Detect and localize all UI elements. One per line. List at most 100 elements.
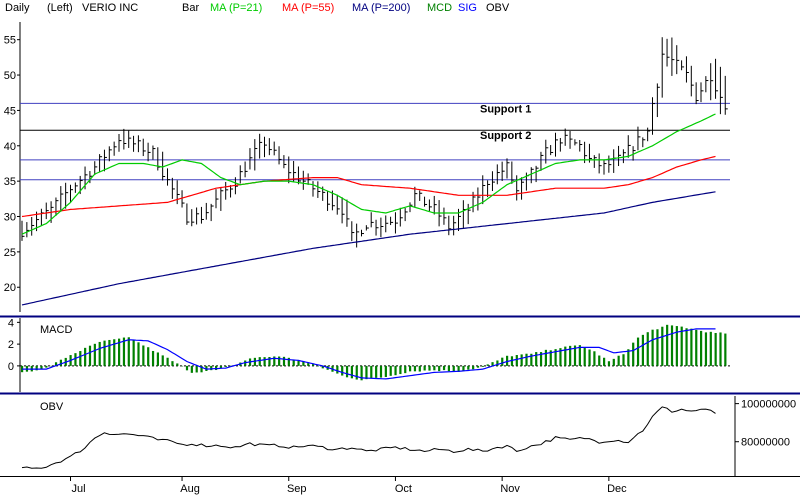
- macd-histogram-bar: [224, 365, 227, 367]
- price-y-tick-label: 20: [4, 282, 16, 294]
- macd-histogram-bar: [622, 354, 625, 366]
- macd-histogram-bar: [258, 357, 261, 366]
- macd-title: MACD: [40, 324, 72, 336]
- macd-histogram-bar: [423, 365, 426, 371]
- macd-histogram-bar: [457, 365, 460, 372]
- macd-histogram-bar: [428, 365, 431, 371]
- macd-histogram-bar: [603, 357, 606, 366]
- macd-histogram-bar: [700, 330, 703, 366]
- macd-histogram-bar: [360, 365, 363, 381]
- macd-histogram-bar: [578, 345, 581, 366]
- obv-line: [21, 406, 716, 469]
- macd-histogram-bar: [476, 365, 480, 368]
- macd-histogram-bar: [404, 365, 407, 374]
- macd-histogram-bar: [93, 343, 96, 366]
- macd-histogram-bar: [632, 342, 635, 366]
- macd-y-tick-label: 0: [8, 361, 14, 373]
- symbol-label: VERIO INC: [82, 2, 138, 14]
- macd-histogram-bar: [88, 345, 92, 366]
- macd-histogram-bar: [384, 365, 387, 378]
- support-label: Support 2: [480, 130, 531, 142]
- legend-item-ma-p-21: MA (P=21): [210, 2, 262, 14]
- legend-item-ma-p-55: MA (P=55): [282, 2, 334, 14]
- macd-histogram-bar: [229, 365, 232, 367]
- macd-histogram-bar: [607, 361, 611, 366]
- obv-y-tick-label: 100000000: [741, 399, 796, 411]
- macd-histogram-bar: [365, 365, 368, 380]
- macd-histogram-bar: [583, 347, 586, 366]
- macd-histogram-bar: [544, 349, 547, 366]
- macd-histogram-bar: [166, 357, 169, 366]
- macd-histogram-bar: [496, 360, 499, 366]
- macd-histogram-bar: [215, 365, 218, 371]
- macd-histogram-bar: [433, 365, 436, 371]
- price-panel: 20 25 30 35 40 45 50 55 Support 1 Support 2: [4, 35, 730, 306]
- macd-histogram-bar: [345, 365, 349, 378]
- obv-title: OBV: [40, 401, 64, 413]
- period-label: Daily: [5, 2, 30, 14]
- macd-histogram-bar: [675, 326, 678, 366]
- macd-histogram-bar: [389, 365, 392, 376]
- macd-histogram-bar: [263, 357, 266, 366]
- macd-histogram-bar: [617, 355, 620, 366]
- macd-y-tick-label: 4: [8, 317, 14, 329]
- macd-histogram-bar: [74, 353, 77, 366]
- macd-histogram-bar: [506, 355, 509, 366]
- macd-histogram-bar: [297, 360, 300, 366]
- macd-histogram-bar: [219, 365, 223, 369]
- macd-histogram-bar: [379, 365, 383, 378]
- macd-histogram-bar: [103, 340, 106, 366]
- chart-legend: Daily (Left) VERIO INC Bar MA (P=21) MA (P…: [5, 2, 510, 14]
- macd-histogram-bar: [45, 365, 48, 368]
- price-y-tick-label: 25: [4, 247, 16, 259]
- macd-histogram-bar: [278, 356, 281, 366]
- macd-histogram-bar: [714, 332, 717, 366]
- macd-histogram-bar: [656, 329, 659, 366]
- macd-histogram-bar: [355, 365, 358, 380]
- macd-histogram-bar: [666, 324, 669, 366]
- price-y-tick-label: 45: [4, 105, 16, 117]
- macd-histogram-bar: [724, 333, 727, 366]
- macd-histogram-bar: [321, 365, 324, 369]
- macd-histogram-bar: [452, 365, 455, 372]
- macd-histogram-bar: [35, 365, 38, 371]
- price-y-tick-label: 40: [4, 141, 16, 153]
- macd-histogram-bar: [491, 362, 494, 366]
- macd-histogram-bar: [127, 337, 130, 366]
- macd-histogram-bar: [535, 352, 538, 366]
- macd-histogram-bar: [719, 332, 722, 366]
- macd-histogram-bar: [59, 359, 62, 366]
- macd-histogram-bar: [690, 328, 693, 366]
- ma200-line: [21, 191, 716, 306]
- obv-y-tick-label: 80000000: [741, 437, 790, 449]
- macd-histogram-bar: [554, 349, 557, 366]
- macd-histogram-bar: [302, 361, 305, 366]
- macd-histogram-bar: [530, 353, 533, 366]
- macd-histogram-bar: [486, 364, 489, 366]
- macd-histogram-bar: [472, 365, 475, 370]
- legend-item-bar: Bar: [182, 2, 199, 14]
- macd-histogram-bar: [336, 365, 339, 374]
- macd-histogram-bar: [588, 349, 591, 366]
- ma21-line: [21, 113, 716, 235]
- macd-histogram-bar: [481, 365, 484, 367]
- macd-histogram-bar: [312, 364, 315, 366]
- macd-histogram-bar: [98, 341, 101, 366]
- macd-y-tick-label: 2: [8, 339, 14, 351]
- legend-items: Bar MA (P=21) MA (P=55) MA (P=200) MCD SIG OBV: [182, 2, 510, 14]
- support-label: Support 1: [480, 103, 531, 115]
- price-y-tick-label: 55: [4, 35, 16, 47]
- legend-item-sig: SIG: [458, 2, 477, 14]
- macd-histogram-bar: [137, 342, 140, 366]
- macd-histogram-bar: [520, 354, 523, 366]
- macd-histogram-bar: [646, 332, 649, 366]
- macd-histogram-bar: [525, 353, 528, 366]
- macd-histogram-bar: [467, 365, 470, 370]
- macd-histogram-bar: [612, 358, 615, 366]
- legend-item-obv: OBV: [486, 2, 510, 14]
- x-axis-tick-label: Dec: [607, 483, 627, 495]
- macd-histogram-bar: [627, 349, 630, 366]
- macd-histogram-bar: [641, 334, 644, 366]
- macd-histogram-bar: [122, 337, 126, 366]
- macd-histogram-bar: [704, 332, 708, 366]
